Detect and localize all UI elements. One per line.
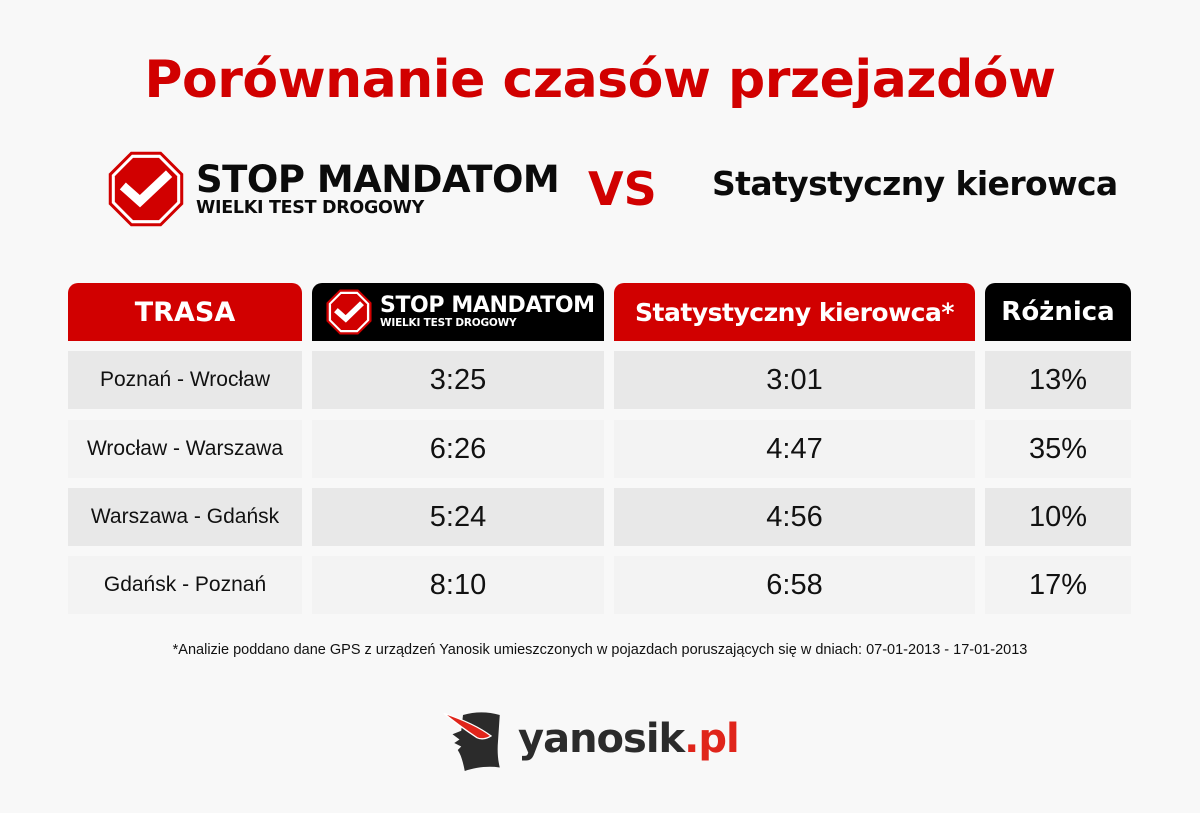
table-cell-stop-mandatom-time: 3:25 [312,351,604,409]
yanosik-logo: yanosik.pl [442,706,740,772]
stop-mandatom-logo: STOP MANDATOM WIELKI TEST DROGOWY [108,151,560,227]
table-cell-stop-mandatom-time: 6:26 [312,420,604,478]
table-cell-stop-mandatom-time: 8:10 [312,556,604,614]
table-cell-difference: 13% [985,351,1131,409]
yanosik-domain-suffix: .pl [684,716,740,762]
vs-label: VS [588,162,657,216]
yanosik-knight-helmet-icon [443,712,500,771]
header-route: TRASA [68,283,302,341]
header-difference: Różnica [985,283,1131,341]
header-stop-mandatom-subtitle: WIELKI TEST DROGOWY [380,317,517,330]
table-cell-stop-mandatom-time: 5:24 [312,488,604,546]
table-cell-route: Wrocław - Warszawa [68,420,302,478]
footnote: *Analizie poddano dane GPS z urządzeń Ya… [172,642,1028,658]
yanosik-wordmark: yanosik [518,716,685,762]
table-cell-route: Warszawa - Gdańsk [68,488,302,546]
page-title: Porównanie czasów przejazdów [144,50,1056,110]
stop-sign-checkmark-icon [326,289,372,335]
header-stop-mandatom: STOP MANDATOM WIELKI TEST DROGOWY [312,283,604,341]
stop-mandatom-subtitle: WIELKI TEST DROGOWY [196,197,425,218]
table-cell-statistical-time: 4:56 [614,488,975,546]
brand-comparison-row: STOP MANDATOM WIELKI TEST DROGOWY VS Sta… [0,150,1200,230]
table-cell-route: Poznań - Wrocław [68,351,302,409]
table-cell-statistical-time: 6:58 [614,556,975,614]
header-statistical-driver: Statystyczny kierowca* [614,283,975,341]
table-cell-route: Gdańsk - Poznań [68,556,302,614]
header-stop-mandatom-title: STOP MANDATOM [380,293,595,319]
statistical-driver-title: Statystyczny kierowca [712,164,1118,203]
table-cell-difference: 10% [985,488,1131,546]
table-cell-difference: 17% [985,556,1131,614]
table-cell-difference: 35% [985,420,1131,478]
stop-sign-checkmark-icon [108,151,184,227]
table-cell-statistical-time: 3:01 [614,351,975,409]
stop-mandatom-title: STOP MANDATOM [196,157,560,201]
table-cell-statistical-time: 4:47 [614,420,975,478]
